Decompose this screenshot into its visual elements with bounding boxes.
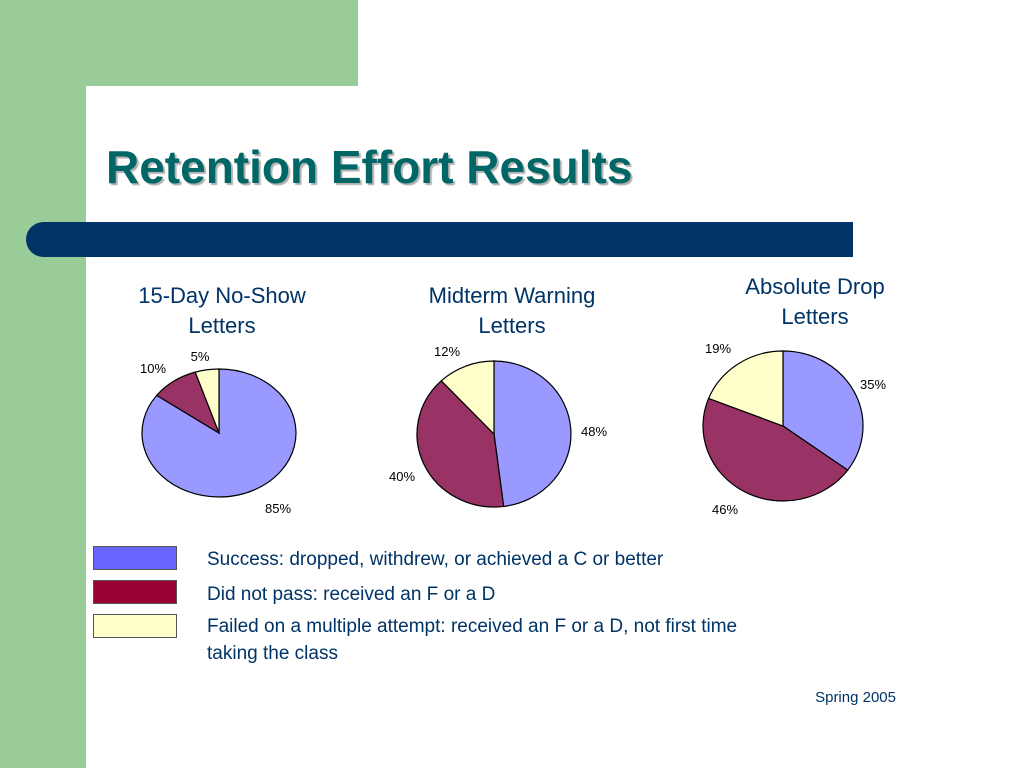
pie-3-slice-did-not-pass	[702, 397, 849, 502]
pie-2-slice-failed-multiple	[440, 360, 495, 436]
pie-3-slice-success	[782, 350, 864, 471]
legend-label-success: Success: dropped, withdrew, or achieved …	[207, 546, 867, 573]
pie-2-title-line-1: Midterm Warning	[428, 283, 596, 308]
pie-2-title-line-2: Letters	[478, 313, 546, 338]
pie-1-slice-failed-multiple	[194, 368, 220, 434]
pie-2-title: Midterm Warning Letters	[392, 281, 632, 341]
footer-date: Spring 2005	[815, 689, 896, 706]
pie-3-label-failed-multiple: 19%	[705, 341, 731, 356]
pie-2-slice-did-not-pass	[416, 379, 505, 508]
pie-2-label-failed-multiple: 12%	[434, 344, 460, 359]
legend-label-success-line-1: Success: dropped, withdrew, or achieved …	[207, 549, 664, 570]
decorative-green-sidebar	[0, 0, 86, 768]
pie-2-label-success: 48%	[581, 424, 607, 439]
legend-label-did-not-pass-line-1: Did not pass: received an F or a D	[207, 584, 496, 605]
pie-1-title: 15-Day No-Show Letters	[102, 281, 342, 341]
pie-1-label-did-not-pass: 10%	[140, 361, 166, 376]
pie-3-title: Absolute Drop Letters	[695, 272, 935, 332]
pie-2-slice-success	[493, 360, 572, 508]
decorative-green-header	[0, 0, 358, 86]
legend-label-failed-multiple: Failed on a multiple attempt: received a…	[207, 613, 867, 667]
legend-label-did-not-pass: Did not pass: received an F or a D	[207, 581, 867, 608]
legend-label-failed-multiple-line-2: taking the class	[207, 643, 338, 664]
pie-3-label-did-not-pass: 46%	[712, 502, 738, 517]
pie-3-title-line-1: Absolute Drop	[745, 274, 885, 299]
pie-2-label-did-not-pass: 40%	[389, 469, 415, 484]
pie-3-slice-failed-multiple	[707, 350, 784, 427]
pie-1-label-success: 85%	[265, 501, 291, 516]
legend-swatch-did-not-pass	[93, 580, 177, 604]
legend-swatch-failed-multiple	[93, 614, 177, 638]
legend-label-failed-multiple-line-1: Failed on a multiple attempt: received a…	[207, 616, 738, 637]
slide-title: Retention Effort Results	[106, 141, 633, 193]
pie-1-title-line-1: 15-Day No-Show	[138, 283, 306, 308]
pie-1-title-line-2: Letters	[188, 313, 256, 338]
pie-3-title-line-2: Letters	[781, 304, 849, 329]
pie-1-label-failed-multiple: 5%	[191, 349, 210, 364]
legend-swatch-success	[93, 546, 177, 570]
pie-3-label-success: 35%	[860, 377, 886, 392]
title-underline-bar	[26, 222, 853, 257]
